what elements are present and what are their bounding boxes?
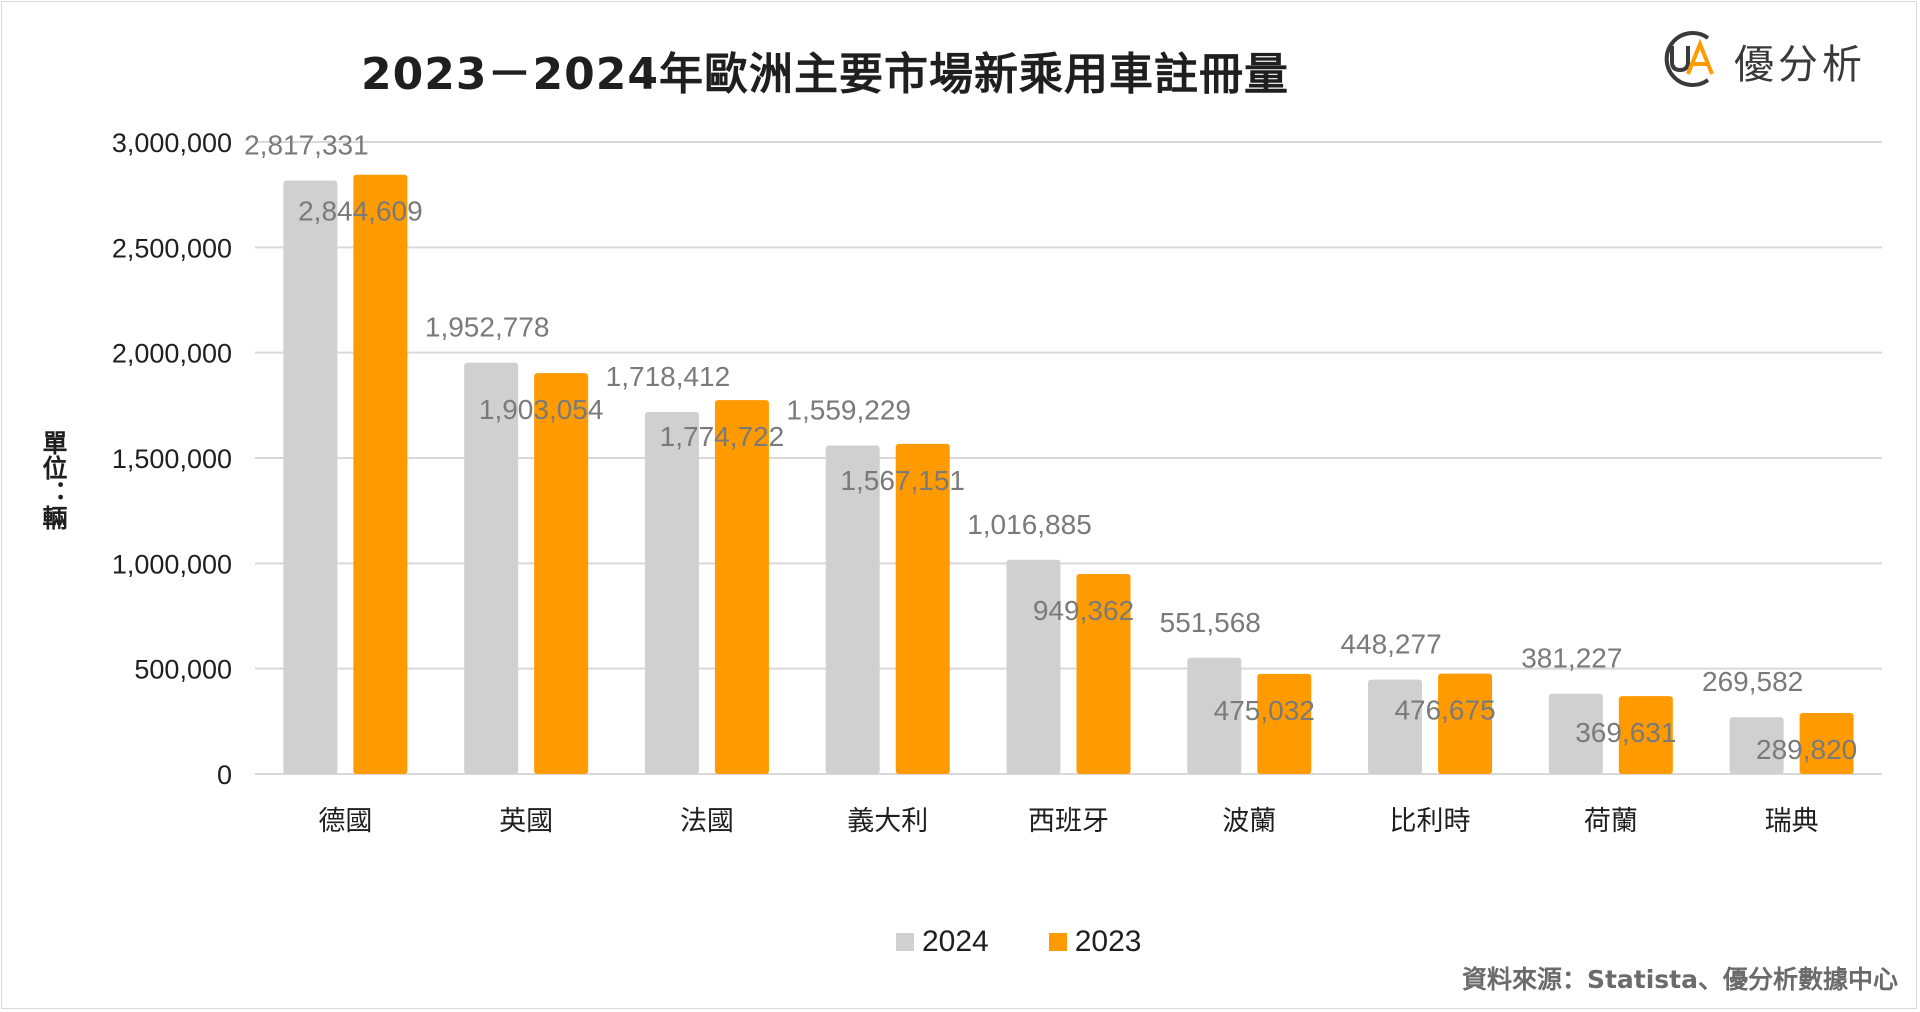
bar-2024 [283,180,338,774]
bars [283,174,1854,774]
ua-logo-icon [1664,31,1714,87]
legend: 2024 2023 [896,925,1142,959]
y-tick-label: 1,500,000 [112,444,232,474]
category-label: 義大利 [847,806,928,837]
y-tick-label: 0 [217,760,232,790]
value-label-2023: 1,903,054 [479,394,604,425]
bar-2023 [353,174,408,774]
y-tick-label: 1,000,000 [112,549,232,579]
legend-item-2024: 2024 [896,925,989,959]
bar-2024 [464,362,519,774]
bar-2023 [1618,696,1673,774]
chart-title: 2023－2024年歐洲主要市場新乘用車註冊量 [361,49,1289,100]
bar-2024 [1729,717,1784,774]
value-label-2023: 369,631 [1575,717,1676,748]
value-label-2024: 448,277 [1340,629,1441,660]
y-tick-label: 3,000,000 [112,128,232,158]
value-label-2024: 1,559,229 [786,395,911,426]
value-label-2024: 381,227 [1521,643,1622,674]
bar-2023 [534,373,589,774]
legend-swatch-2023 [1048,933,1067,951]
bar-2024 [825,445,880,774]
y-axis-ticks: 0 500,000 1,000,000 1,500,000 2,000,000 2,500… [112,128,232,790]
logo-text: 優分析 [1734,42,1866,88]
category-label: 比利時 [1390,806,1471,837]
value-label-2024: 1,718,412 [606,361,731,392]
brand-logo: 優分析 [1650,24,1880,94]
bar-2023 [714,400,769,774]
y-tick-label: 2,000,000 [112,339,232,369]
bar-2023 [1799,712,1854,774]
category-label: 瑞典 [1765,806,1819,837]
y-tick-label: 500,000 [134,655,232,685]
category-label: 德國 [318,806,372,837]
legend-label-2023: 2023 [1074,925,1142,958]
source-note: 資料來源：Statista、優分析數據中心 [1461,965,1898,994]
category-labels: 德國 英國 法國 義大利 西班牙 波蘭 比利時 荷蘭 瑞典 [318,806,1818,837]
category-label: 波蘭 [1222,806,1276,837]
bar-chart: 0 500,000 1,000,000 1,500,000 2,000,000 2,500… [112,128,1882,837]
value-label-2024: 1,952,778 [425,312,550,343]
bar-2024 [644,411,699,774]
bar-2023 [1076,574,1131,774]
gridlines [255,141,1882,775]
legend-label-2024: 2024 [922,925,989,958]
value-label-2023: 2,844,609 [298,196,423,227]
y-tick-label: 2,500,000 [112,233,232,263]
y-axis-label: 單位：輛 [39,430,68,530]
value-label-2023: 949,362 [1033,595,1134,626]
value-label-2023: 1,774,722 [660,421,785,452]
value-label-2023: 1,567,151 [840,465,965,496]
category-label: 荷蘭 [1584,806,1638,837]
bar-2024 [1187,657,1242,774]
value-label-2024: 551,568 [1160,607,1261,638]
bar-2023 [895,443,950,774]
category-label: 法國 [680,806,734,837]
value-labels: 2,817,331 2,844,609 1,952,778 1,903,0541,71… [244,129,1857,764]
value-label-2024: 269,582 [1702,666,1803,697]
value-label-2024: 1,016,885 [967,509,1092,540]
category-label: 西班牙 [1028,806,1109,837]
value-label-2023: 476,675 [1394,695,1495,726]
bar-2024 [1006,559,1061,774]
bar-2024 [1368,679,1423,774]
bar-2023 [1257,673,1312,774]
bar-2024 [1548,693,1603,774]
value-label-2023: 289,820 [1756,734,1857,765]
value-label-2024: 2,817,331 [244,129,369,160]
value-label-2023: 475,032 [1214,695,1315,726]
legend-item-2023: 2023 [1048,925,1142,959]
category-label: 英國 [499,806,553,837]
bar-2023 [1438,673,1493,774]
legend-swatch-2024 [896,933,914,951]
